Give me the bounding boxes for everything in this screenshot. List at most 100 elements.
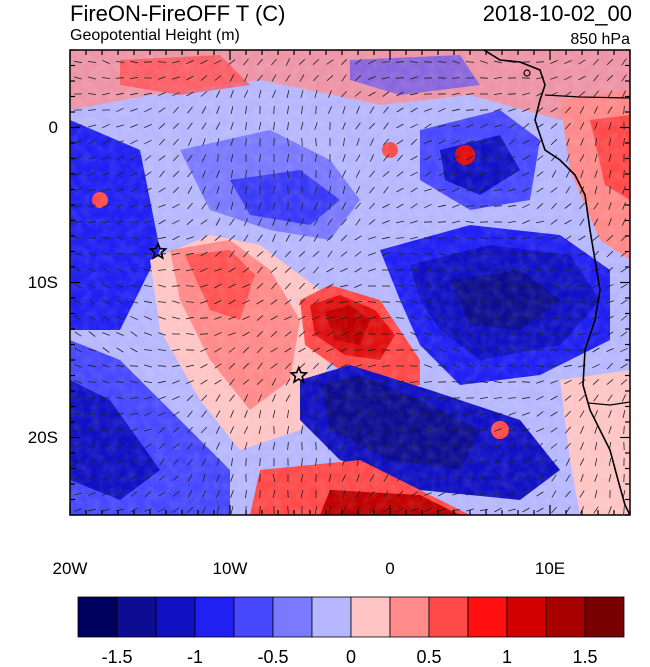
wind-barb — [229, 74, 235, 82]
wind-barb — [438, 188, 446, 192]
wind-barb — [622, 218, 626, 226]
wind-barb — [102, 492, 110, 496]
wind-barb — [88, 283, 96, 289]
wind-barb — [369, 170, 375, 178]
wind-barb — [173, 106, 179, 114]
wind-barb — [493, 237, 503, 239]
wind-barb — [172, 123, 180, 129]
wind-barb — [341, 410, 347, 418]
wind-barb — [397, 474, 403, 482]
wind-barb — [341, 426, 347, 434]
wind-barb — [270, 347, 278, 353]
wind-barb — [522, 459, 530, 465]
wind-barb — [564, 442, 572, 450]
wind-barb — [621, 394, 627, 402]
wind-barb — [88, 331, 96, 337]
wind-barb — [230, 106, 234, 114]
wind-barb — [187, 154, 193, 162]
wind-barb — [159, 442, 165, 450]
wind-barb — [188, 138, 192, 146]
wind-barb — [157, 301, 167, 303]
wind-barb — [116, 155, 124, 161]
wind-barb — [368, 122, 376, 130]
wind-barb — [116, 364, 124, 368]
wind-barb — [507, 221, 517, 223]
wind-barb — [300, 474, 304, 482]
wind-barb — [592, 347, 600, 353]
wind-barb — [494, 171, 502, 177]
wind-barb — [243, 58, 249, 66]
wind-barb — [314, 90, 318, 98]
wind-barb — [494, 428, 502, 432]
wind-barb — [215, 218, 221, 226]
wind-barb — [214, 235, 222, 241]
wind-barb — [508, 428, 516, 432]
wind-barb — [622, 410, 626, 418]
wind-barb — [258, 410, 262, 418]
wind-barb — [566, 154, 570, 162]
wind-barb — [424, 315, 432, 321]
wind-barb — [550, 107, 558, 113]
wind-barb — [381, 365, 391, 367]
wind-barb — [74, 508, 82, 512]
wind-barb — [87, 204, 97, 208]
colorbar-label: 0.5 — [416, 647, 441, 667]
wind-barb — [437, 61, 447, 63]
wind-barb — [74, 267, 82, 273]
wind-barb — [424, 283, 432, 289]
wind-barb — [594, 474, 598, 482]
wind-barb — [116, 204, 124, 208]
wind-barb — [285, 74, 291, 82]
wind-barb — [493, 189, 503, 191]
wind-barb — [158, 219, 166, 225]
wind-barb — [368, 59, 376, 65]
wind-barb — [410, 443, 418, 449]
wind-barb — [466, 476, 474, 480]
wind-barb — [550, 380, 558, 384]
wind-barb — [73, 253, 83, 255]
wind-barb — [551, 490, 557, 498]
wind-barb — [340, 58, 348, 66]
wind-barb — [606, 235, 614, 241]
wind-barb — [494, 332, 502, 336]
wind-barb — [508, 347, 516, 353]
wind-barb — [521, 349, 531, 351]
wind-barb — [158, 187, 166, 193]
wind-barb — [144, 124, 152, 128]
wind-barb — [438, 204, 446, 208]
wind-barb — [115, 124, 125, 128]
wind-barb — [466, 315, 474, 321]
wind-barb — [410, 123, 418, 129]
wind-barb — [74, 315, 82, 321]
wind-barb — [312, 59, 320, 65]
wind-barb — [313, 218, 319, 226]
wind-barb — [508, 123, 516, 129]
wind-barb — [229, 378, 235, 386]
wind-barb — [244, 74, 248, 82]
wind-barb — [620, 299, 628, 305]
wind-barb — [214, 363, 222, 369]
wind-barb — [578, 75, 586, 81]
wind-barb — [272, 90, 276, 98]
wind-barb — [159, 138, 165, 146]
wind-barb — [480, 492, 488, 496]
wind-barb — [466, 252, 474, 256]
wind-barb — [158, 107, 166, 113]
wind-barb — [257, 234, 263, 242]
wind-barb — [356, 474, 360, 482]
wind-barb — [549, 301, 559, 303]
wind-barb — [342, 490, 346, 498]
wind-barb — [620, 315, 628, 321]
wind-barb — [300, 122, 304, 130]
wind-barb — [242, 331, 250, 337]
wind-barb — [201, 410, 207, 418]
wind-barb — [270, 331, 278, 337]
wind-barb — [201, 458, 207, 466]
colorbar: -1.5 -1 -0.5 0 0.5 1 1.5 — [77, 596, 625, 667]
colorbar-swatch — [311, 596, 352, 638]
wind-barb — [354, 284, 362, 288]
wind-barb — [493, 365, 503, 367]
wind-barb — [396, 107, 404, 113]
wind-barb — [550, 284, 558, 288]
wind-barb — [74, 76, 82, 80]
